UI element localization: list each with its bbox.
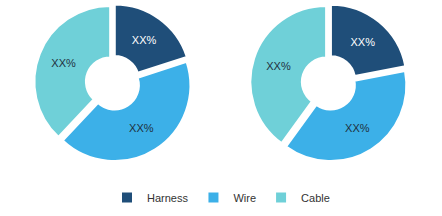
svg-text:XX%: XX% (266, 60, 291, 72)
svg-text:XX%: XX% (51, 57, 76, 69)
svg-text:XX%: XX% (132, 34, 157, 46)
svg-text:XX%: XX% (350, 36, 375, 48)
svg-text:XX%: XX% (129, 122, 154, 134)
svg-text:Cable: Cable (301, 192, 330, 204)
svg-text:XX%: XX% (345, 122, 370, 134)
svg-text:Wire: Wire (233, 192, 256, 204)
svg-text:Harness: Harness (147, 192, 188, 204)
